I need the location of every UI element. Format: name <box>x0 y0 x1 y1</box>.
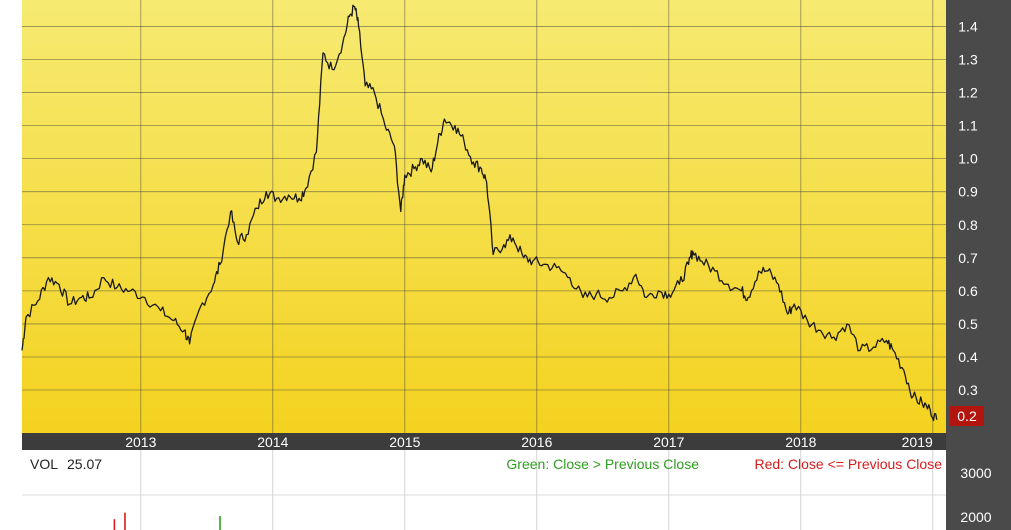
price-axis-panel <box>946 0 1011 530</box>
y-tick-label: 0.8 <box>958 217 978 233</box>
x-axis-labels: 2013 2014 2015 2016 2017 2018 2019 <box>125 434 933 450</box>
volume-y-tick-label: 2000 <box>960 509 991 525</box>
y-tick-label: 1.4 <box>958 18 978 34</box>
volume-y-axis-labels: 3000 2000 <box>960 465 991 525</box>
y-tick-label: 1.1 <box>958 118 978 134</box>
volume-bar <box>113 519 116 530</box>
x-tick-label: 2015 <box>389 434 420 450</box>
date-axis-band <box>22 433 946 450</box>
x-tick-label: 2017 <box>653 434 684 450</box>
x-tick-label: 2018 <box>785 434 816 450</box>
x-tick-label: 2016 <box>521 434 552 450</box>
volume-header: VOL 25.07 Green: Close > Previous Close … <box>30 456 942 472</box>
volume-y-tick-label: 3000 <box>960 465 991 481</box>
y-tick-label: 0.6 <box>958 283 978 299</box>
y-tick-label: 0.7 <box>958 250 978 266</box>
y-axis-labels: 1.4 1.3 1.2 1.1 1.0 0.9 0.8 0.7 0.6 0.5 0.4 0.3 <box>958 18 978 398</box>
grid-lines <box>22 0 946 530</box>
last-price-badge: 0.2 <box>950 406 984 426</box>
y-tick-label: 0.5 <box>958 316 978 332</box>
volume-bar <box>124 512 126 530</box>
volume-title-label: VOL <box>30 456 58 472</box>
x-tick-label: 2013 <box>125 434 156 450</box>
volume-bars <box>113 512 221 530</box>
y-tick-label: 1.2 <box>958 85 978 101</box>
y-tick-label: 0.9 <box>958 184 978 200</box>
x-tick-label: 2019 <box>902 434 933 450</box>
y-tick-label: 0.4 <box>958 349 978 365</box>
volume-bar <box>219 516 221 530</box>
y-tick-label: 1.0 <box>958 151 978 167</box>
price-series-line <box>21 4 938 422</box>
legend-green-label: Green: Close > Previous Close <box>506 456 699 472</box>
volume-plot-area <box>22 450 946 530</box>
y-tick-label: 1.3 <box>958 51 978 67</box>
last-price-label: 0.2 <box>957 408 977 424</box>
legend-red-label: Red: Close <= Previous Close <box>754 456 942 472</box>
y-tick-label: 0.3 <box>958 382 978 398</box>
volume-value-label: 25.07 <box>67 456 102 472</box>
x-tick-label: 2014 <box>257 434 288 450</box>
price-plot-area <box>22 0 946 433</box>
